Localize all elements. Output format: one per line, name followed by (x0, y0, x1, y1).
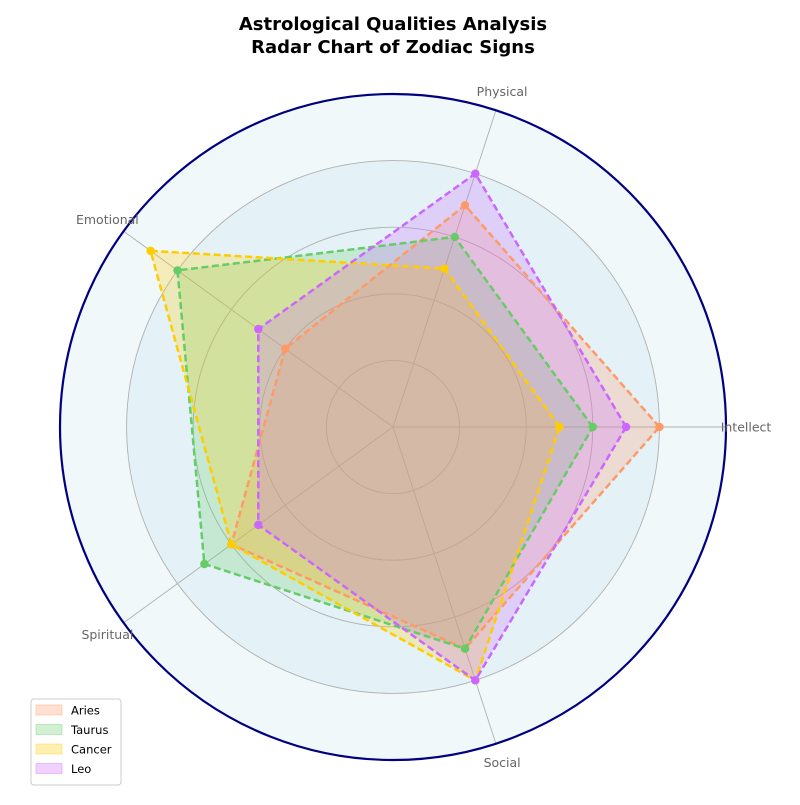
legend-swatch-aries (35, 704, 63, 716)
legend-swatch-leo (35, 763, 63, 774)
series-line-leo (257, 172, 628, 682)
axis-label-physical: Physical (477, 84, 528, 99)
series-area-cancer (150, 250, 560, 681)
data-point-leo-physical (471, 169, 480, 178)
data-point-aries-emotional (281, 344, 290, 353)
axis-label-intellect: Intellect (721, 420, 772, 435)
axis-label-spiritual: Spiritual (81, 627, 133, 642)
data-point-taurus-intellect (588, 422, 597, 432)
chart-title-line-1: Astrological Qualities Analysis (239, 14, 547, 35)
data-point-taurus-physical (450, 232, 459, 242)
plot-area: Intellect Physical Emotional Spiritual Socia… (58, 84, 772, 770)
data-point-taurus-social (460, 644, 470, 653)
data-point-taurus-spiritual (200, 559, 209, 569)
data-point-leo-social (471, 676, 480, 685)
data-point-leo-spiritual (254, 520, 263, 530)
plot-frame (58, 92, 728, 762)
series-line-cancer (149, 249, 561, 682)
legend-swatch-cancer (35, 743, 63, 755)
legend-label-aries: Aries (71, 704, 100, 718)
data-point-cancer-physical (440, 264, 449, 273)
series-area-taurus (177, 237, 593, 649)
legend-swatch-taurus (35, 724, 63, 735)
chart-title-line-2: Radar Chart of Zodiac Signs (251, 37, 535, 58)
series-area-leo (258, 173, 627, 681)
grid-spoke (392, 426, 497, 744)
data-point-leo-intellect (621, 422, 631, 432)
data-point-cancer-intellect (555, 422, 564, 432)
axis-label-social: Social (484, 755, 521, 770)
series-area-aries (231, 205, 660, 649)
legend-label-taurus: Taurus (70, 723, 108, 737)
data-point-cancer-emotional (146, 246, 155, 256)
data-point-leo-emotional (254, 324, 263, 334)
legend-box (30, 698, 122, 786)
data-point-aries-intellect (655, 422, 664, 432)
series-line-taurus (176, 235, 595, 650)
axis-label-emotional: Emotional (76, 212, 139, 227)
data-point-aries-physical (460, 201, 470, 210)
legend-label-leo: Leo (71, 762, 91, 776)
data-point-taurus-emotional (173, 266, 182, 275)
legend-label-cancer: Cancer (71, 743, 112, 757)
data-point-cancer-spiritual (227, 540, 236, 549)
legend: Aries Taurus Cancer Leo (30, 698, 122, 786)
